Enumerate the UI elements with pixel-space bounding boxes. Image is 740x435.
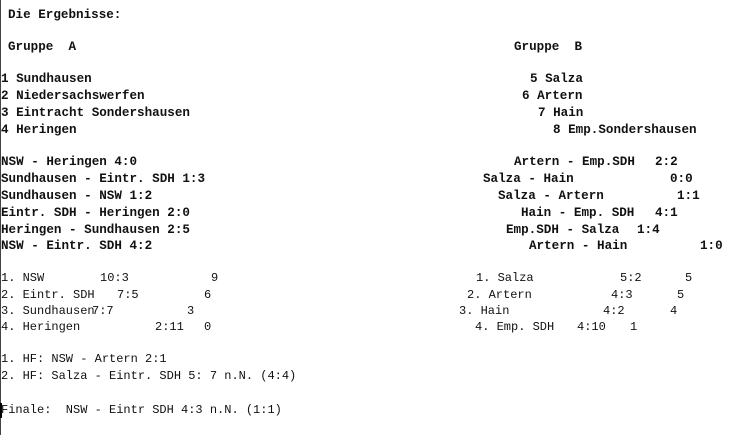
standing-points: 5 xyxy=(685,271,693,285)
group-b-match-score: 2:2 xyxy=(655,155,678,169)
group-b-match-score: 1:1 xyxy=(677,189,700,203)
group-b-match-pairing: Artern - Hain xyxy=(529,239,628,253)
group-b-match-pairing: Hain - Emp. SDH xyxy=(521,206,635,220)
results-title: Die Ergebnisse: xyxy=(8,8,122,22)
standing-points: 3 xyxy=(187,304,195,318)
standing-goals: 5:2 xyxy=(620,271,642,285)
standing-points: 0 xyxy=(204,320,212,334)
group-b-match-score: 1:0 xyxy=(700,239,723,253)
standing-goals: 7:5 xyxy=(117,288,139,302)
group-b-team: 8 Emp.Sondershausen xyxy=(553,123,697,137)
group-b-match-pairing: Salza - Artern xyxy=(498,189,604,203)
standing-points: 1 xyxy=(630,320,638,334)
standing-team: 2. Eintr. SDH xyxy=(1,288,95,302)
group-b-match-pairing: Salza - Hain xyxy=(483,172,574,186)
group-a-team: 1 Sundhausen xyxy=(1,72,92,86)
group-a-match: Sundhausen - NSW 1:2 xyxy=(1,189,153,203)
group-b-heading: Gruppe B xyxy=(514,40,583,54)
group-b-match-score: 4:1 xyxy=(655,206,678,220)
group-a-match: Eintr. SDH - Heringen 2:0 xyxy=(1,206,190,220)
standing-team: 2. Artern xyxy=(467,288,532,302)
standing-goals: 7:7 xyxy=(92,304,114,318)
group-a-match: Sundhausen - Eintr. SDH 1:3 xyxy=(1,172,206,186)
group-b-match-score: 1:4 xyxy=(637,223,660,237)
group-b-match-pairing: Emp.SDH - Salza xyxy=(506,223,620,237)
page-left-edge xyxy=(0,0,1,435)
group-b-match-score: 0:0 xyxy=(670,172,693,186)
group-b-team: 5 Salza xyxy=(530,72,583,86)
group-a-team: 2 Niedersachswerfen xyxy=(1,89,145,103)
group-a-match: NSW - Heringen 4:0 xyxy=(1,155,138,169)
standing-goals: 2:11 xyxy=(155,320,184,334)
group-b-team: 7 Hain xyxy=(538,106,584,120)
standing-team: 4. Emp. SDH xyxy=(475,320,555,334)
standing-points: 9 xyxy=(211,271,219,285)
standing-team: 1. Salza xyxy=(476,271,534,285)
group-b-match-pairing: Artern - Emp.SDH xyxy=(514,155,635,169)
standing-team: 4. Heringen xyxy=(1,320,81,334)
standing-team: 3. Sundhausen xyxy=(1,304,95,318)
standing-goals: 4:10 xyxy=(577,320,606,334)
group-a-match: NSW - Eintr. SDH 4:2 xyxy=(1,239,153,253)
standing-points: 4 xyxy=(670,304,678,318)
standing-goals: 4:2 xyxy=(603,304,625,318)
standing-team: 1. NSW xyxy=(1,271,45,285)
group-a-heading: Gruppe A xyxy=(8,40,77,54)
standing-goals: 4:3 xyxy=(611,288,633,302)
standing-team: 3. Hain xyxy=(459,304,510,318)
group-a-team: 3 Eintracht Sondershausen xyxy=(1,106,190,120)
standing-points: 6 xyxy=(204,288,212,302)
standing-points: 5 xyxy=(677,288,685,302)
final-result: Finale: NSW - Eintr SDH 4:3 n.N. (1:1) xyxy=(1,403,282,417)
text-cursor xyxy=(0,403,2,418)
semifinal-2: 2. HF: Salza - Eintr. SDH 5: 7 n.N. (4:4… xyxy=(1,369,297,383)
group-a-team: 4 Heringen xyxy=(1,123,77,137)
group-a-match: Heringen - Sundhausen 2:5 xyxy=(1,223,190,237)
group-b-team: 6 Artern xyxy=(522,89,583,103)
standing-goals: 10:3 xyxy=(100,271,129,285)
semifinal-1: 1. HF: NSW - Artern 2:1 xyxy=(1,352,167,366)
